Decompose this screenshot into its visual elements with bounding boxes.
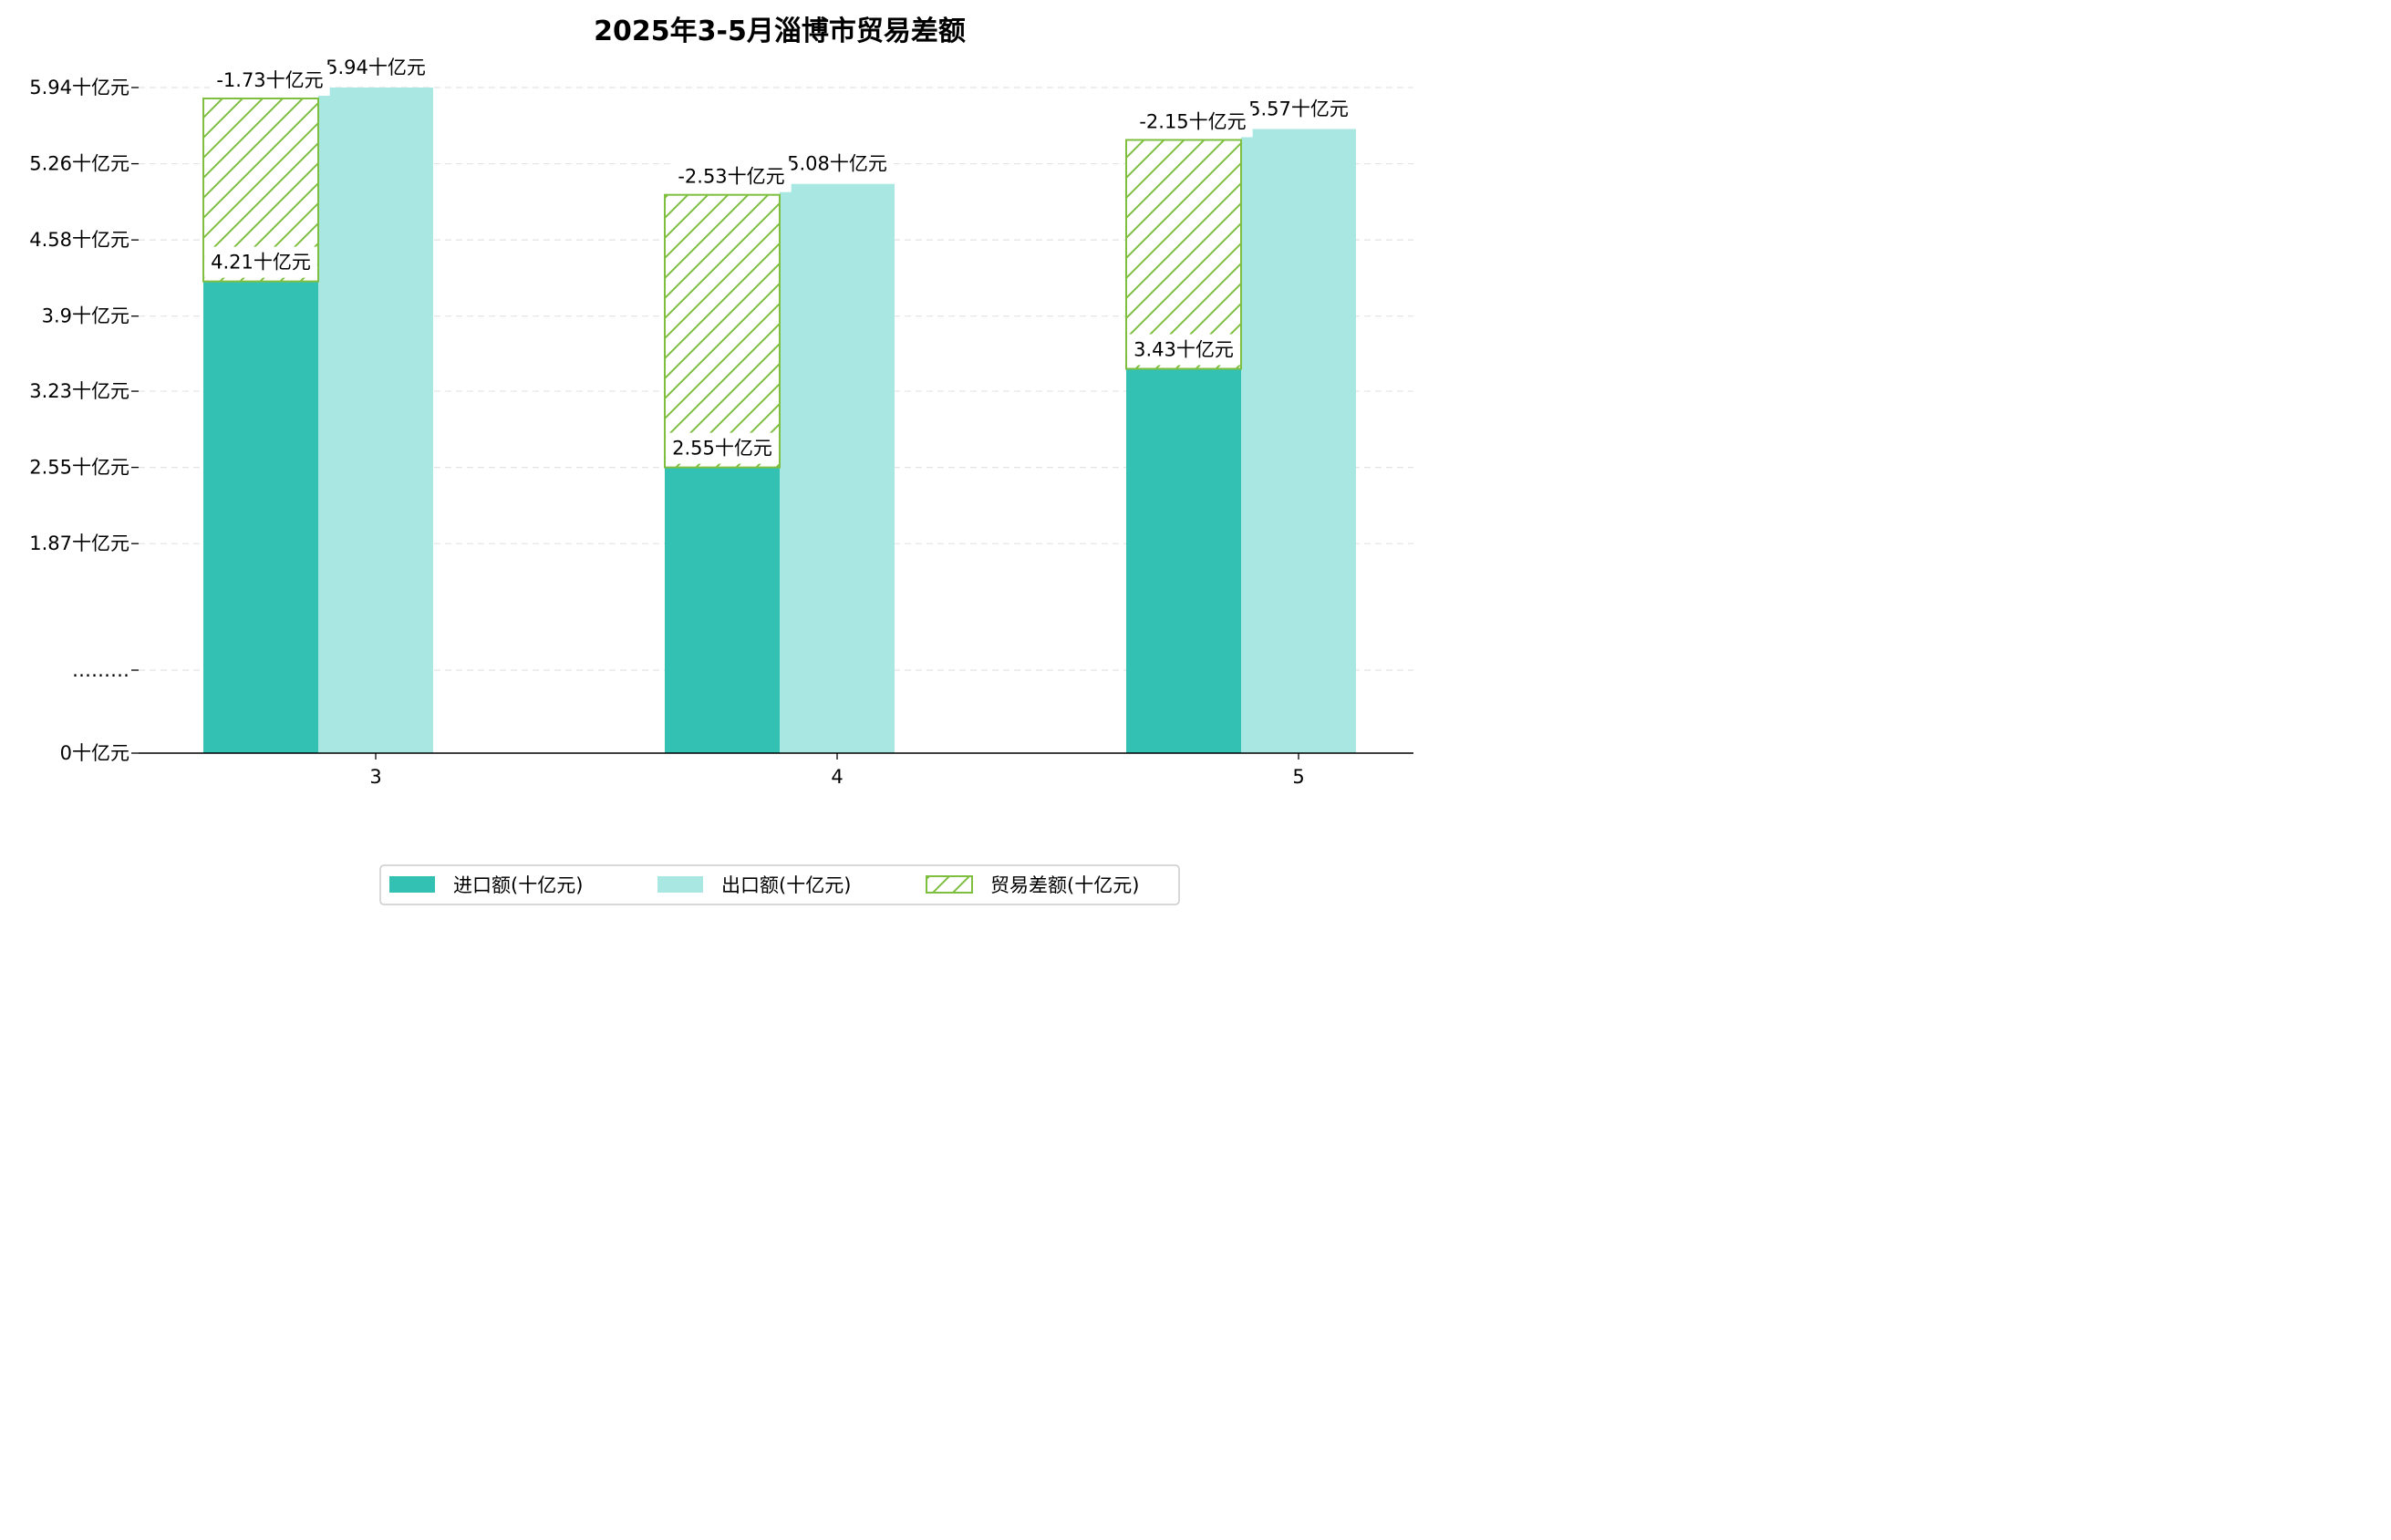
export-bar (318, 88, 433, 753)
data-label: -2.53十亿元 (671, 160, 792, 192)
x-tick-label: 4 (831, 766, 843, 788)
legend-item: 贸易差额(十亿元) (926, 874, 1139, 896)
data-label-text: 2.55十亿元 (672, 438, 772, 460)
export-bar (780, 183, 895, 753)
import-bar (203, 281, 318, 753)
data-label-background (319, 52, 432, 83)
y-tick-label: 3.23十亿元 (29, 380, 129, 402)
x-tick-label: 5 (1292, 766, 1304, 788)
data-label-text: -2.15十亿元 (1139, 110, 1246, 132)
data-label-background (210, 65, 330, 96)
data-label: -2.15十亿元 (1133, 106, 1253, 138)
y-tick-label: ……… (72, 659, 129, 681)
bars (202, 88, 1356, 753)
legend-label: 出口额(十亿元) (721, 874, 851, 896)
data-label-background (1127, 334, 1240, 366)
data-label-background (1242, 93, 1355, 125)
import-bar (1126, 368, 1241, 753)
data-label: -1.73十亿元 (210, 65, 330, 96)
y-tick-label: 1.87十亿元 (29, 532, 129, 554)
legend-box (379, 864, 1180, 905)
data-label-background (671, 160, 792, 192)
data-label-background (666, 432, 779, 464)
data-label: 5.94十亿元 (319, 52, 432, 83)
y-tick-label: 0十亿元 (60, 742, 129, 764)
data-label: 5.08十亿元 (781, 148, 894, 180)
data-label-background (1133, 106, 1253, 138)
legend-item: 进口额(十亿元) (389, 874, 583, 896)
x-tick-label: 3 (369, 766, 381, 788)
data-label-background (781, 148, 894, 180)
trade-balance-chart: 2025年3-5月淄博市贸易差额 0十亿元 ……… 1.87十亿元 2.55十亿元 3.… (29, 16, 1413, 905)
legend: 进口额(十亿元) 出口额(十亿元) 贸易差额(十亿元) (379, 864, 1180, 905)
legend-label: 贸易差额(十亿元) (990, 874, 1139, 896)
data-label: 2.55十亿元 (666, 432, 779, 464)
export-bar (1241, 129, 1356, 753)
chart-container: 2025年3-5月淄博市贸易差额 0十亿元 ……… 1.87十亿元 2.55十亿元 3.… (0, 0, 1430, 921)
legend-swatch (657, 876, 703, 893)
y-tick-label: 2.55十亿元 (29, 457, 129, 479)
data-label-text: 5.08十亿元 (787, 153, 887, 175)
y-tick-label: 3.9十亿元 (42, 305, 129, 327)
data-label: 3.43十亿元 (1127, 334, 1240, 366)
trade-balance-bar (1125, 139, 1242, 370)
data-label-text: 4.21十亿元 (211, 252, 311, 274)
y-tick-label: 4.58十亿元 (29, 229, 129, 251)
data-label-text: 3.43十亿元 (1133, 338, 1234, 360)
data-labels: 4.21十亿元 5.94十亿元-1.73十亿元 2.55十亿元 5.08十亿元-2.5… (204, 52, 1355, 464)
chart-title: 2025年3-5月淄博市贸易差额 (594, 16, 966, 47)
data-label-text: -2.53十亿元 (678, 166, 784, 188)
axes: 0十亿元 ……… 1.87十亿元 2.55十亿元 3.23十亿元 3.9十亿元 4.58十亿… (29, 77, 1413, 788)
data-label-text: 5.94十亿元 (326, 57, 426, 78)
import-bar (665, 467, 780, 753)
data-label-text: -1.73十亿元 (216, 69, 323, 91)
data-label: 4.21十亿元 (204, 246, 317, 278)
legend-swatch (389, 876, 435, 893)
legend-swatch-hatch (926, 875, 973, 894)
y-tick-label: 5.94十亿元 (29, 77, 129, 98)
legend-label: 进口额(十亿元) (453, 874, 583, 896)
data-label-text: 5.57十亿元 (1248, 98, 1349, 119)
legend-item: 出口额(十亿元) (657, 874, 851, 896)
trade-balance-bar (664, 193, 781, 469)
data-label: 5.57十亿元 (1242, 93, 1355, 125)
y-tick-label: 5.26十亿元 (29, 153, 129, 175)
data-label-background (204, 246, 317, 278)
